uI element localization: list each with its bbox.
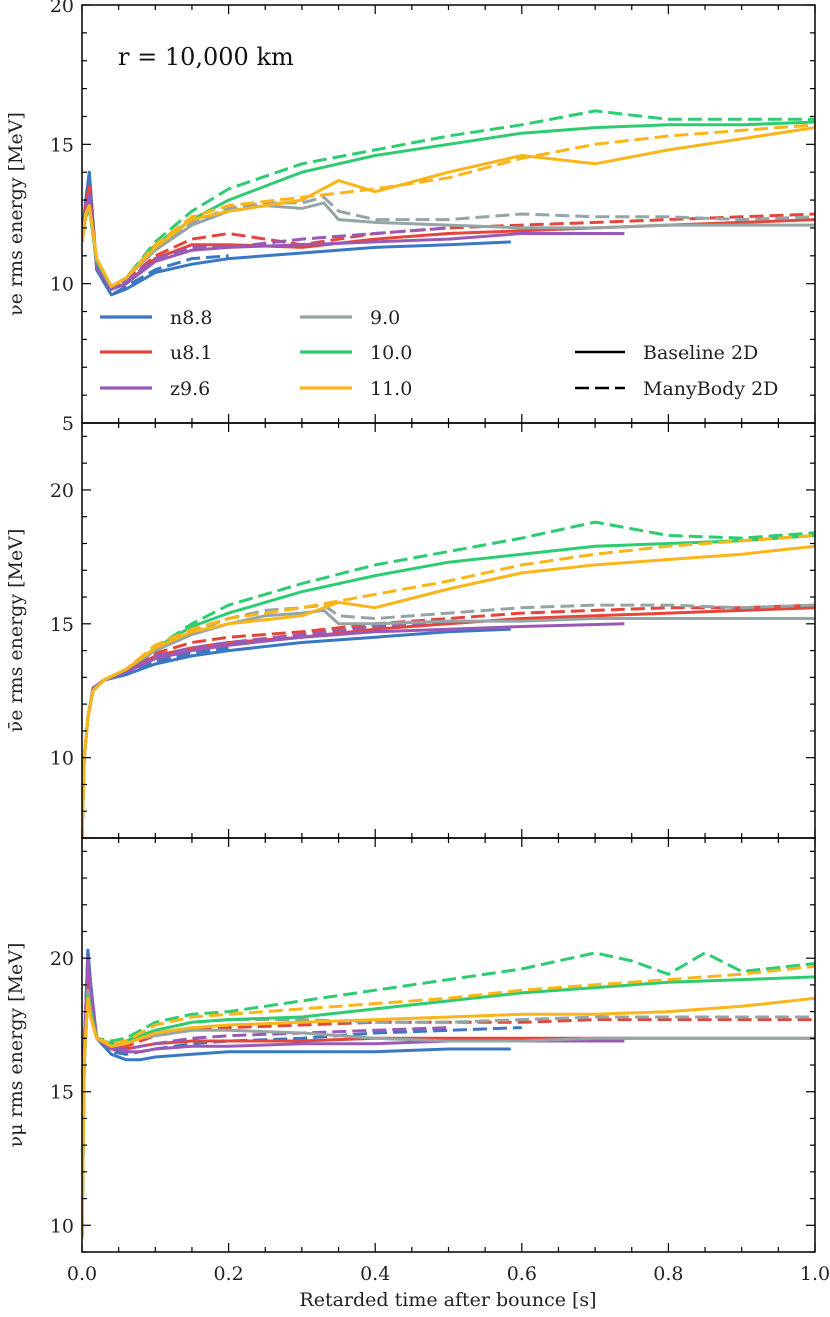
series-group	[82, 520, 815, 838]
x-tick-label: 0.2	[213, 1263, 243, 1285]
series-line-u8-1-solid	[82, 606, 815, 838]
series-line-u8-1-dashed	[82, 970, 815, 1239]
series-line-10-0-dashed	[82, 109, 815, 288]
radius-annotation: r = 10,000 km	[118, 43, 294, 71]
series-line-11-0-solid	[82, 126, 815, 288]
y-tick-label: 5	[62, 413, 74, 435]
y-axis-label: νμ rms energy [MeV]	[5, 943, 27, 1148]
y-tick-label: 10	[50, 748, 74, 770]
legend-style-label-dashed: ManyBody 2D	[643, 378, 778, 400]
x-tick-label: 0.8	[653, 1263, 683, 1285]
y-tick-label: 15	[50, 614, 74, 636]
legend-label-11-0: 11.0	[370, 378, 412, 400]
panel-2: 10 15 20 ν̄e rms energy [MeV]	[5, 422, 816, 839]
series-line-u8-1-solid	[82, 970, 815, 1239]
x-tick-label: 0.4	[360, 1263, 390, 1285]
x-axis-label: Retarded time after bounce [s]	[299, 1289, 596, 1311]
series-line-z9-6-dashed	[82, 956, 449, 1239]
series-line-z9-6-dashed	[82, 619, 449, 838]
y-tick-label: 20	[50, 480, 74, 502]
series-line-n8-8-dashed	[82, 646, 229, 838]
y-tick-label: 10	[50, 274, 74, 296]
series-line-z9-6-solid	[82, 956, 625, 1239]
series-line-10-0-dashed	[82, 951, 815, 1239]
x-tick-label: 0.0	[67, 1263, 97, 1285]
series-group	[82, 948, 815, 1239]
series-line-10-0-solid	[82, 120, 815, 288]
y-tick-label: 15	[50, 1082, 74, 1104]
legend-label-u8-1: u8.1	[170, 342, 212, 364]
legend-label-9-0: 9.0	[370, 307, 400, 329]
series-line-n8-8-dashed	[82, 170, 229, 297]
series-line-11-0-dashed	[82, 534, 815, 838]
series-line-9-0-solid	[82, 608, 815, 838]
series-line-11-0-solid	[82, 996, 815, 1239]
series-line-n8-8-solid	[82, 948, 511, 1239]
series-line-u8-1-dashed	[82, 603, 815, 838]
x-tick-label: 0.6	[507, 1263, 537, 1285]
series-line-z9-6-dashed	[82, 193, 449, 291]
y-tick-label: 20	[50, 0, 74, 17]
legend-label-10-0: 10.0	[370, 342, 412, 364]
series-line-11-0-dashed	[82, 964, 815, 1239]
panel-1: 5 10 15 20 νe rms energy [MeV]	[5, 0, 816, 435]
legend-label-z9-6: z9.6	[170, 378, 210, 400]
series-line-11-0-solid	[82, 544, 815, 838]
series-line-9-0-dashed	[82, 603, 815, 838]
x-tick-label: 1.0	[800, 1263, 830, 1285]
panel-3: 10 15 20 νμ rms energy [MeV]	[5, 837, 816, 1253]
series-group	[82, 109, 815, 297]
y-tick-label: 10	[50, 1215, 74, 1237]
legend-style-label-solid: Baseline 2D	[643, 342, 758, 364]
series-line-z9-6-solid	[82, 622, 625, 838]
y-axis-label: νe rms energy [MeV]	[5, 112, 27, 316]
legend: n8.8 u8.1 z9.6 9.0 10.0 11.0 Baseline 2D ManyBo…	[100, 307, 778, 400]
y-axis-label: ν̄e rms energy [MeV]	[5, 529, 27, 733]
legend-label-n8-8: n8.8	[170, 307, 212, 329]
series-line-n8-8-dashed	[82, 948, 522, 1239]
series-line-10-0-dashed	[82, 520, 815, 838]
y-tick-label: 15	[50, 134, 74, 156]
series-line-11-0-dashed	[82, 123, 815, 288]
y-tick-label: 20	[50, 948, 74, 970]
panels: 5 10 15 20 νe rms energy [MeV] 10 15 20 ν̄e rms …	[5, 0, 830, 1285]
